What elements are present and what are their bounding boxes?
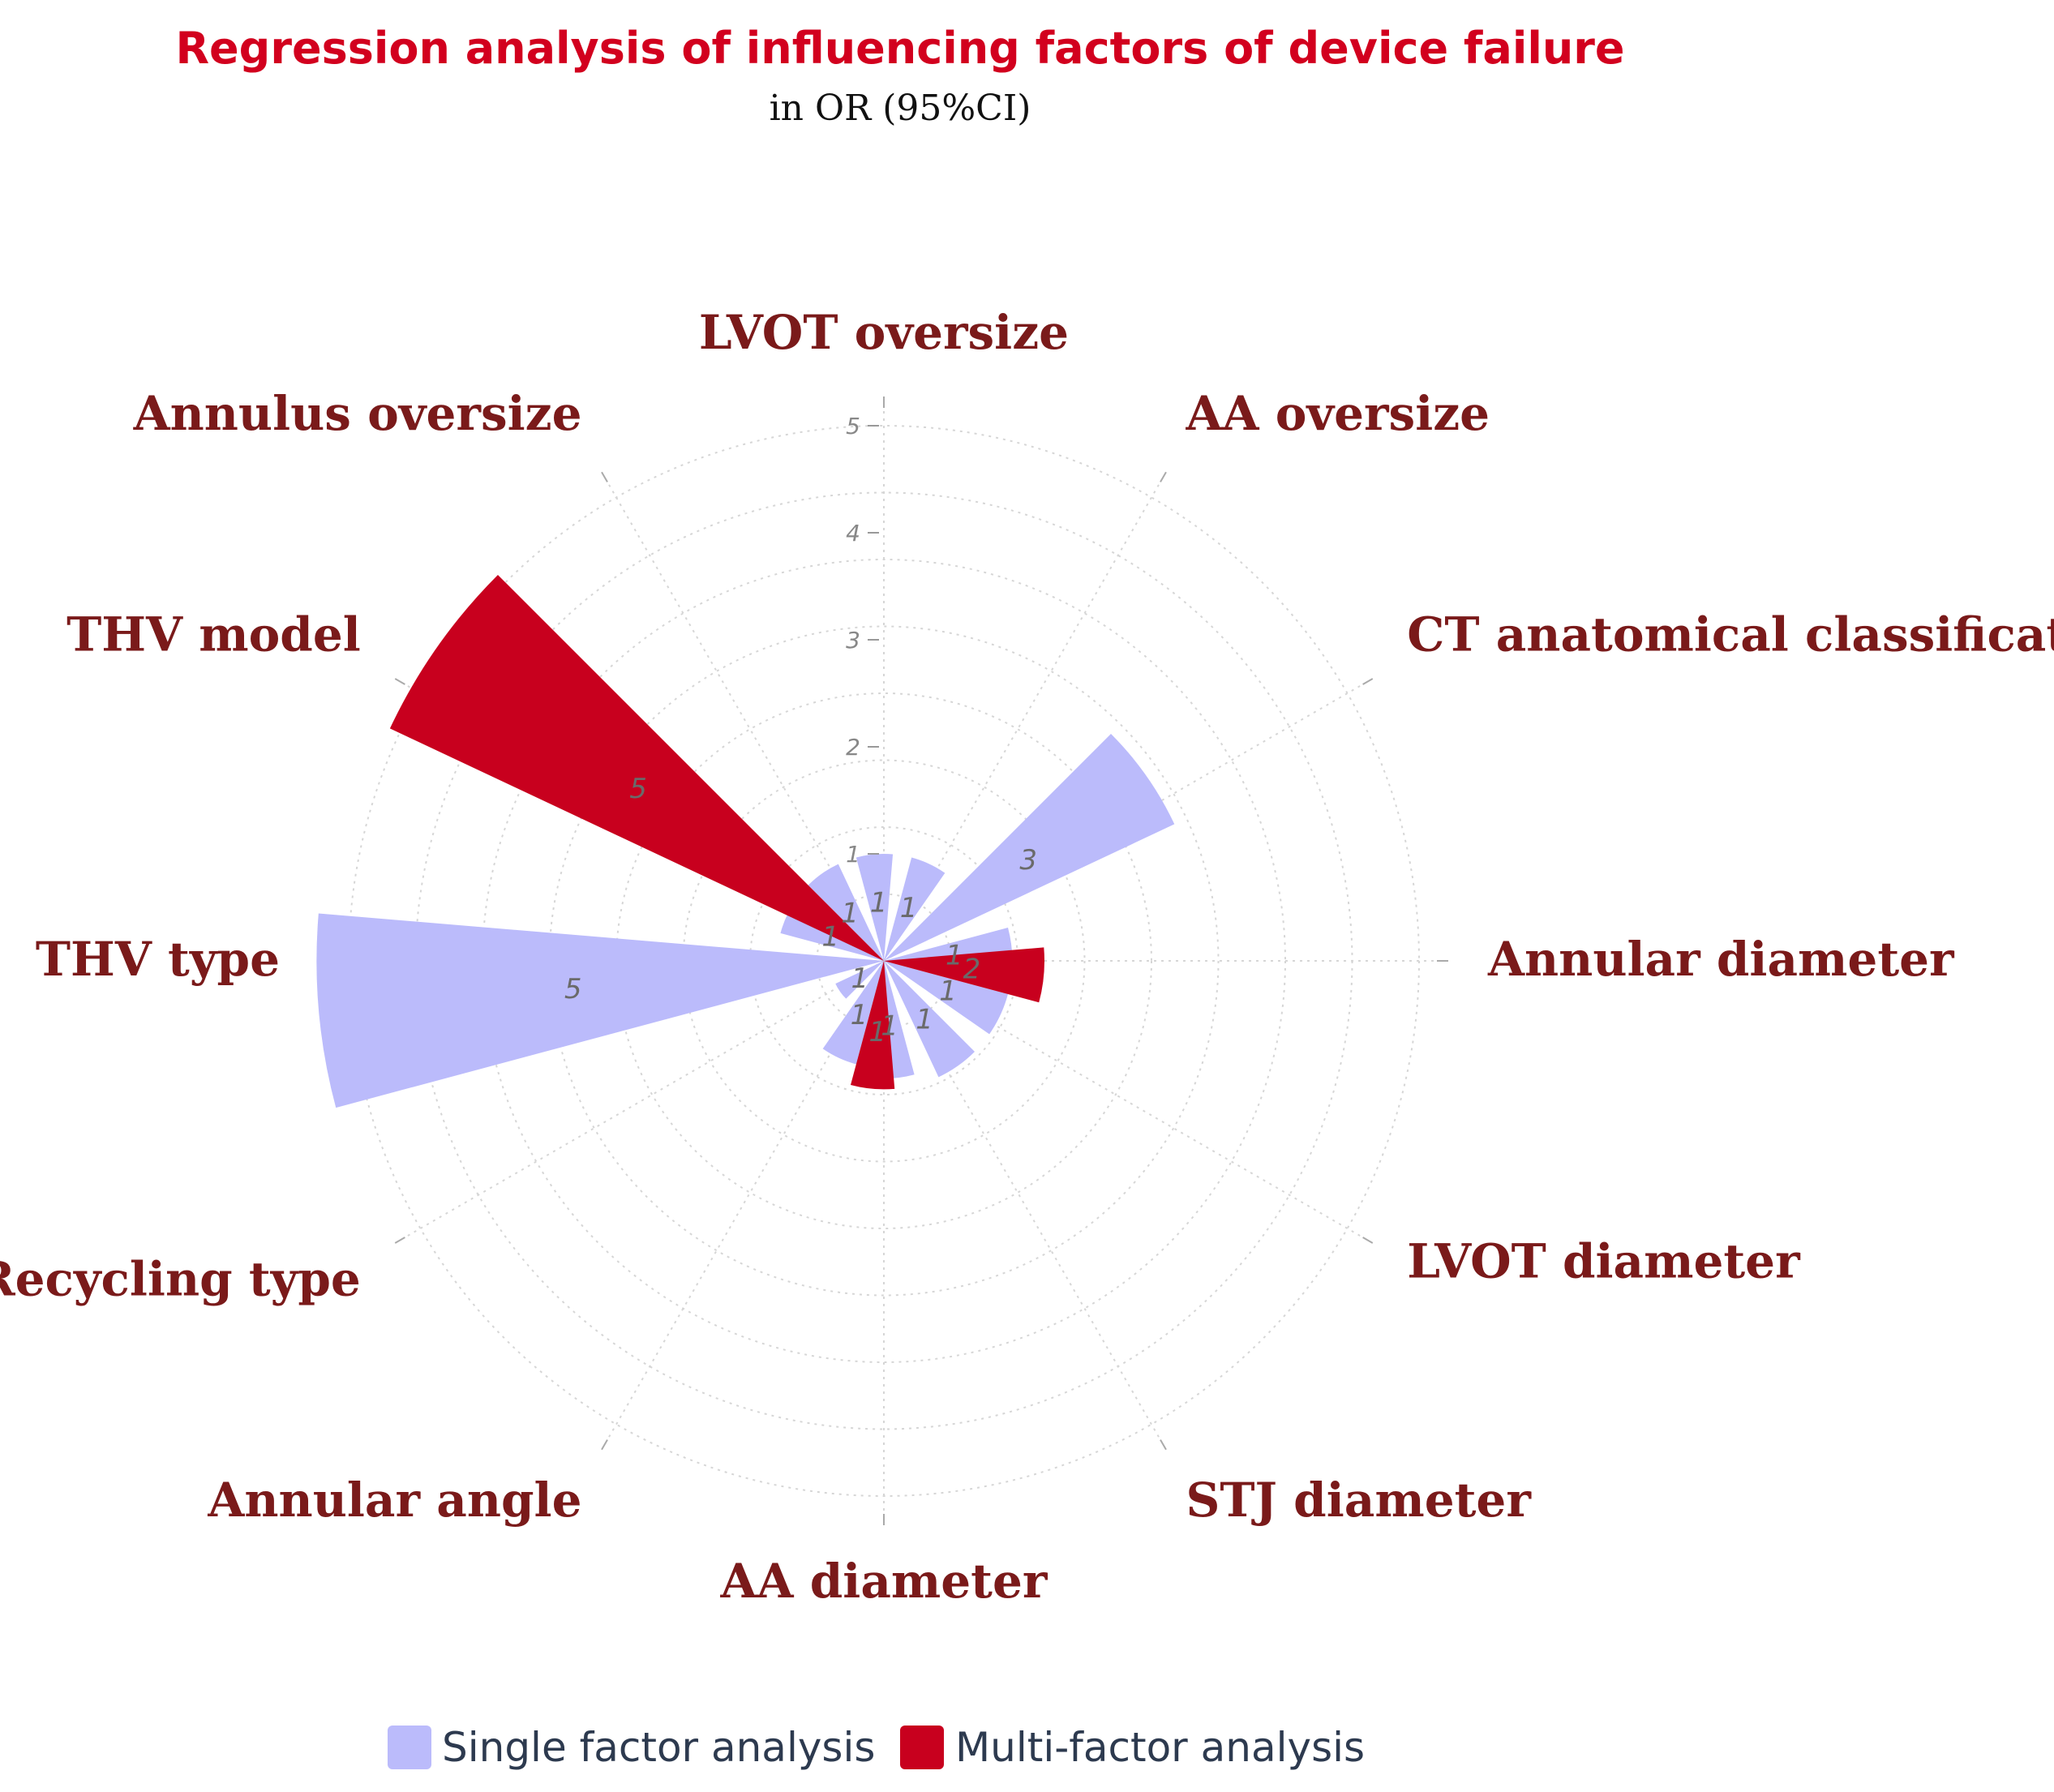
data-label: 1 [900, 892, 918, 924]
radial-tick-label: 3 [846, 627, 860, 654]
radial-tick-label: 4 [846, 520, 860, 547]
bar-single-recycling-type [835, 961, 884, 999]
axis-tick-mark [394, 1237, 405, 1244]
bar-single-ct-anatomical-classification [884, 733, 1175, 961]
bar-single-lvot-diameter [884, 961, 1009, 1035]
category-labels: LVOT oversize AA oversize CT anatomical cl… [0, 305, 2054, 1609]
category-label-annular-angle: Annular angle [207, 1473, 581, 1528]
data-label: 1 [841, 898, 859, 930]
bar-single-lvot-oversize [855, 854, 894, 961]
category-label-lvot-oversize: LVOT oversize [699, 305, 1069, 360]
axis-tick-mark [394, 678, 405, 685]
bar-single-aa-oversize [884, 857, 946, 961]
legend-swatch-multi-factor [900, 1726, 944, 1769]
radial-tick-labels: 1 2 3 4 5 [846, 413, 879, 868]
data-label: 1 [851, 962, 868, 995]
bar-multi-annular-diameter [884, 947, 1044, 1003]
data-label: 1 [870, 887, 888, 920]
chart-subtitle: in OR (95%CI) [770, 88, 1031, 129]
data-label: 1 [851, 999, 868, 1031]
category-label-thv-model: THV model [66, 607, 361, 662]
data-label: 3 [1019, 844, 1037, 877]
radial-tick-label: 5 [846, 413, 860, 439]
grid-ring [548, 625, 1220, 1297]
legend-swatch-single-factor [388, 1726, 431, 1769]
category-label-lvot-diameter: LVOT diameter [1407, 1234, 1801, 1289]
chart-title: Regression analysis of influencing facto… [175, 23, 1624, 74]
data-label: 1 [939, 975, 957, 1008]
data-label: 1 [881, 1010, 898, 1043]
category-label-ct-anatomical-classification: CT anatomical classification [1407, 607, 2054, 662]
data-label: 1 [916, 1003, 933, 1035]
category-label-aa-oversize: AA oversize [1186, 386, 1490, 441]
data-label: 1 [868, 1016, 886, 1048]
bar-layer [316, 574, 1175, 1108]
axis-tick-mark [1160, 1439, 1167, 1451]
category-label-aa-diameter: AA diameter [720, 1554, 1048, 1609]
axis-tick-mark [1362, 1237, 1374, 1244]
bar-multi-thv-model [389, 574, 884, 961]
legend-label-single-factor: Single factor analysis [442, 1724, 875, 1771]
axis-tick-mark [601, 471, 608, 482]
legend: Single factor analysis Multi-factor anal… [388, 1724, 1365, 1771]
axis-tick-mark [1362, 678, 1374, 685]
category-label-stj-diameter: STJ diameter [1186, 1473, 1533, 1528]
radial-tick-label: 2 [846, 734, 860, 761]
data-label: 2 [963, 954, 981, 986]
radial-tick-label: 1 [846, 841, 860, 868]
category-label-annulus-oversize: Annulus oversize [133, 386, 582, 441]
category-label-recycling-type: Recycling type [0, 1252, 361, 1307]
bar-single-stj-diameter [884, 961, 976, 1078]
data-label: 1 [946, 939, 963, 971]
axis-tick-mark [601, 1439, 608, 1451]
data-label: 5 [629, 773, 647, 805]
category-label-thv-type: THV type [36, 932, 280, 987]
legend-label-multi-factor: Multi-factor analysis [955, 1724, 1365, 1771]
axis-tick-mark [1160, 471, 1167, 482]
data-label: 1 [821, 920, 839, 953]
bar-multi-aa-diameter [851, 961, 895, 1090]
grid-ring [682, 759, 1086, 1163]
category-label-annular-diameter: Annular diameter [1487, 932, 1955, 987]
bar-single-annular-angle [822, 961, 884, 1065]
data-label: 5 [564, 973, 582, 1005]
bar-single-thv-type [316, 913, 884, 1108]
bar-single-annulus-oversize [808, 864, 884, 961]
